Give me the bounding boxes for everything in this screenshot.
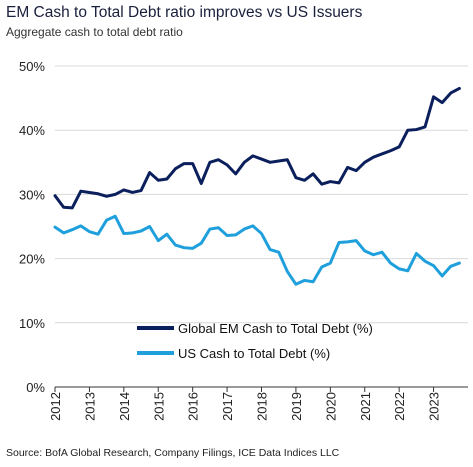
y-tick-label: 40% (19, 123, 45, 138)
x-tick-label: 2022 (392, 392, 407, 421)
series-line-em (53, 86, 461, 210)
gridlines (55, 65, 468, 324)
x-axis: 2012 2013 2014 2015 2016 2017 2018 2019 2020 2021… (48, 386, 468, 421)
x-tick-label: 2017 (220, 392, 235, 421)
legend-label-em: Global EM Cash to Total Debt (%) (178, 321, 373, 336)
x-tick-label: 2015 (151, 392, 166, 421)
source-note: Source: BofA Global Research, Company Fi… (6, 447, 340, 459)
series-lines (53, 86, 461, 286)
y-tick-label: 10% (19, 316, 45, 331)
x-tick-label: 2019 (289, 392, 304, 421)
chart-title: EM Cash to Total Debt ratio improves vs … (6, 4, 363, 21)
chart-subtitle: Aggregate cash to total debt ratio (6, 25, 183, 39)
x-tick-label: 2016 (186, 392, 201, 421)
x-tick-label: 2023 (427, 392, 442, 421)
y-tick-label: 30% (19, 187, 45, 202)
series-line-us (53, 214, 461, 286)
y-tick-label: 20% (19, 252, 45, 267)
y-tick-label: 50% (19, 59, 45, 74)
x-tick-label: 2012 (48, 392, 63, 421)
y-axis: 0% 10% 20% 30% 40% 50% (19, 59, 45, 395)
line-chart: 0%10%20%30%40%50% 2012 2013 2014 2015 2016 20… (19, 59, 468, 421)
x-tick-label: 2014 (117, 392, 132, 421)
x-tick-label: 2020 (323, 392, 338, 421)
legend-label-us: US Cash to Total Debt (%) (178, 346, 330, 361)
x-tick-label: 2013 (82, 392, 97, 421)
x-tick-label: 2021 (358, 392, 373, 421)
legend: Global EM Cash to Total Debt (%) US Cash… (137, 321, 373, 361)
y-tick-label: 0% (26, 380, 45, 395)
x-tick-label: 2018 (255, 392, 270, 421)
